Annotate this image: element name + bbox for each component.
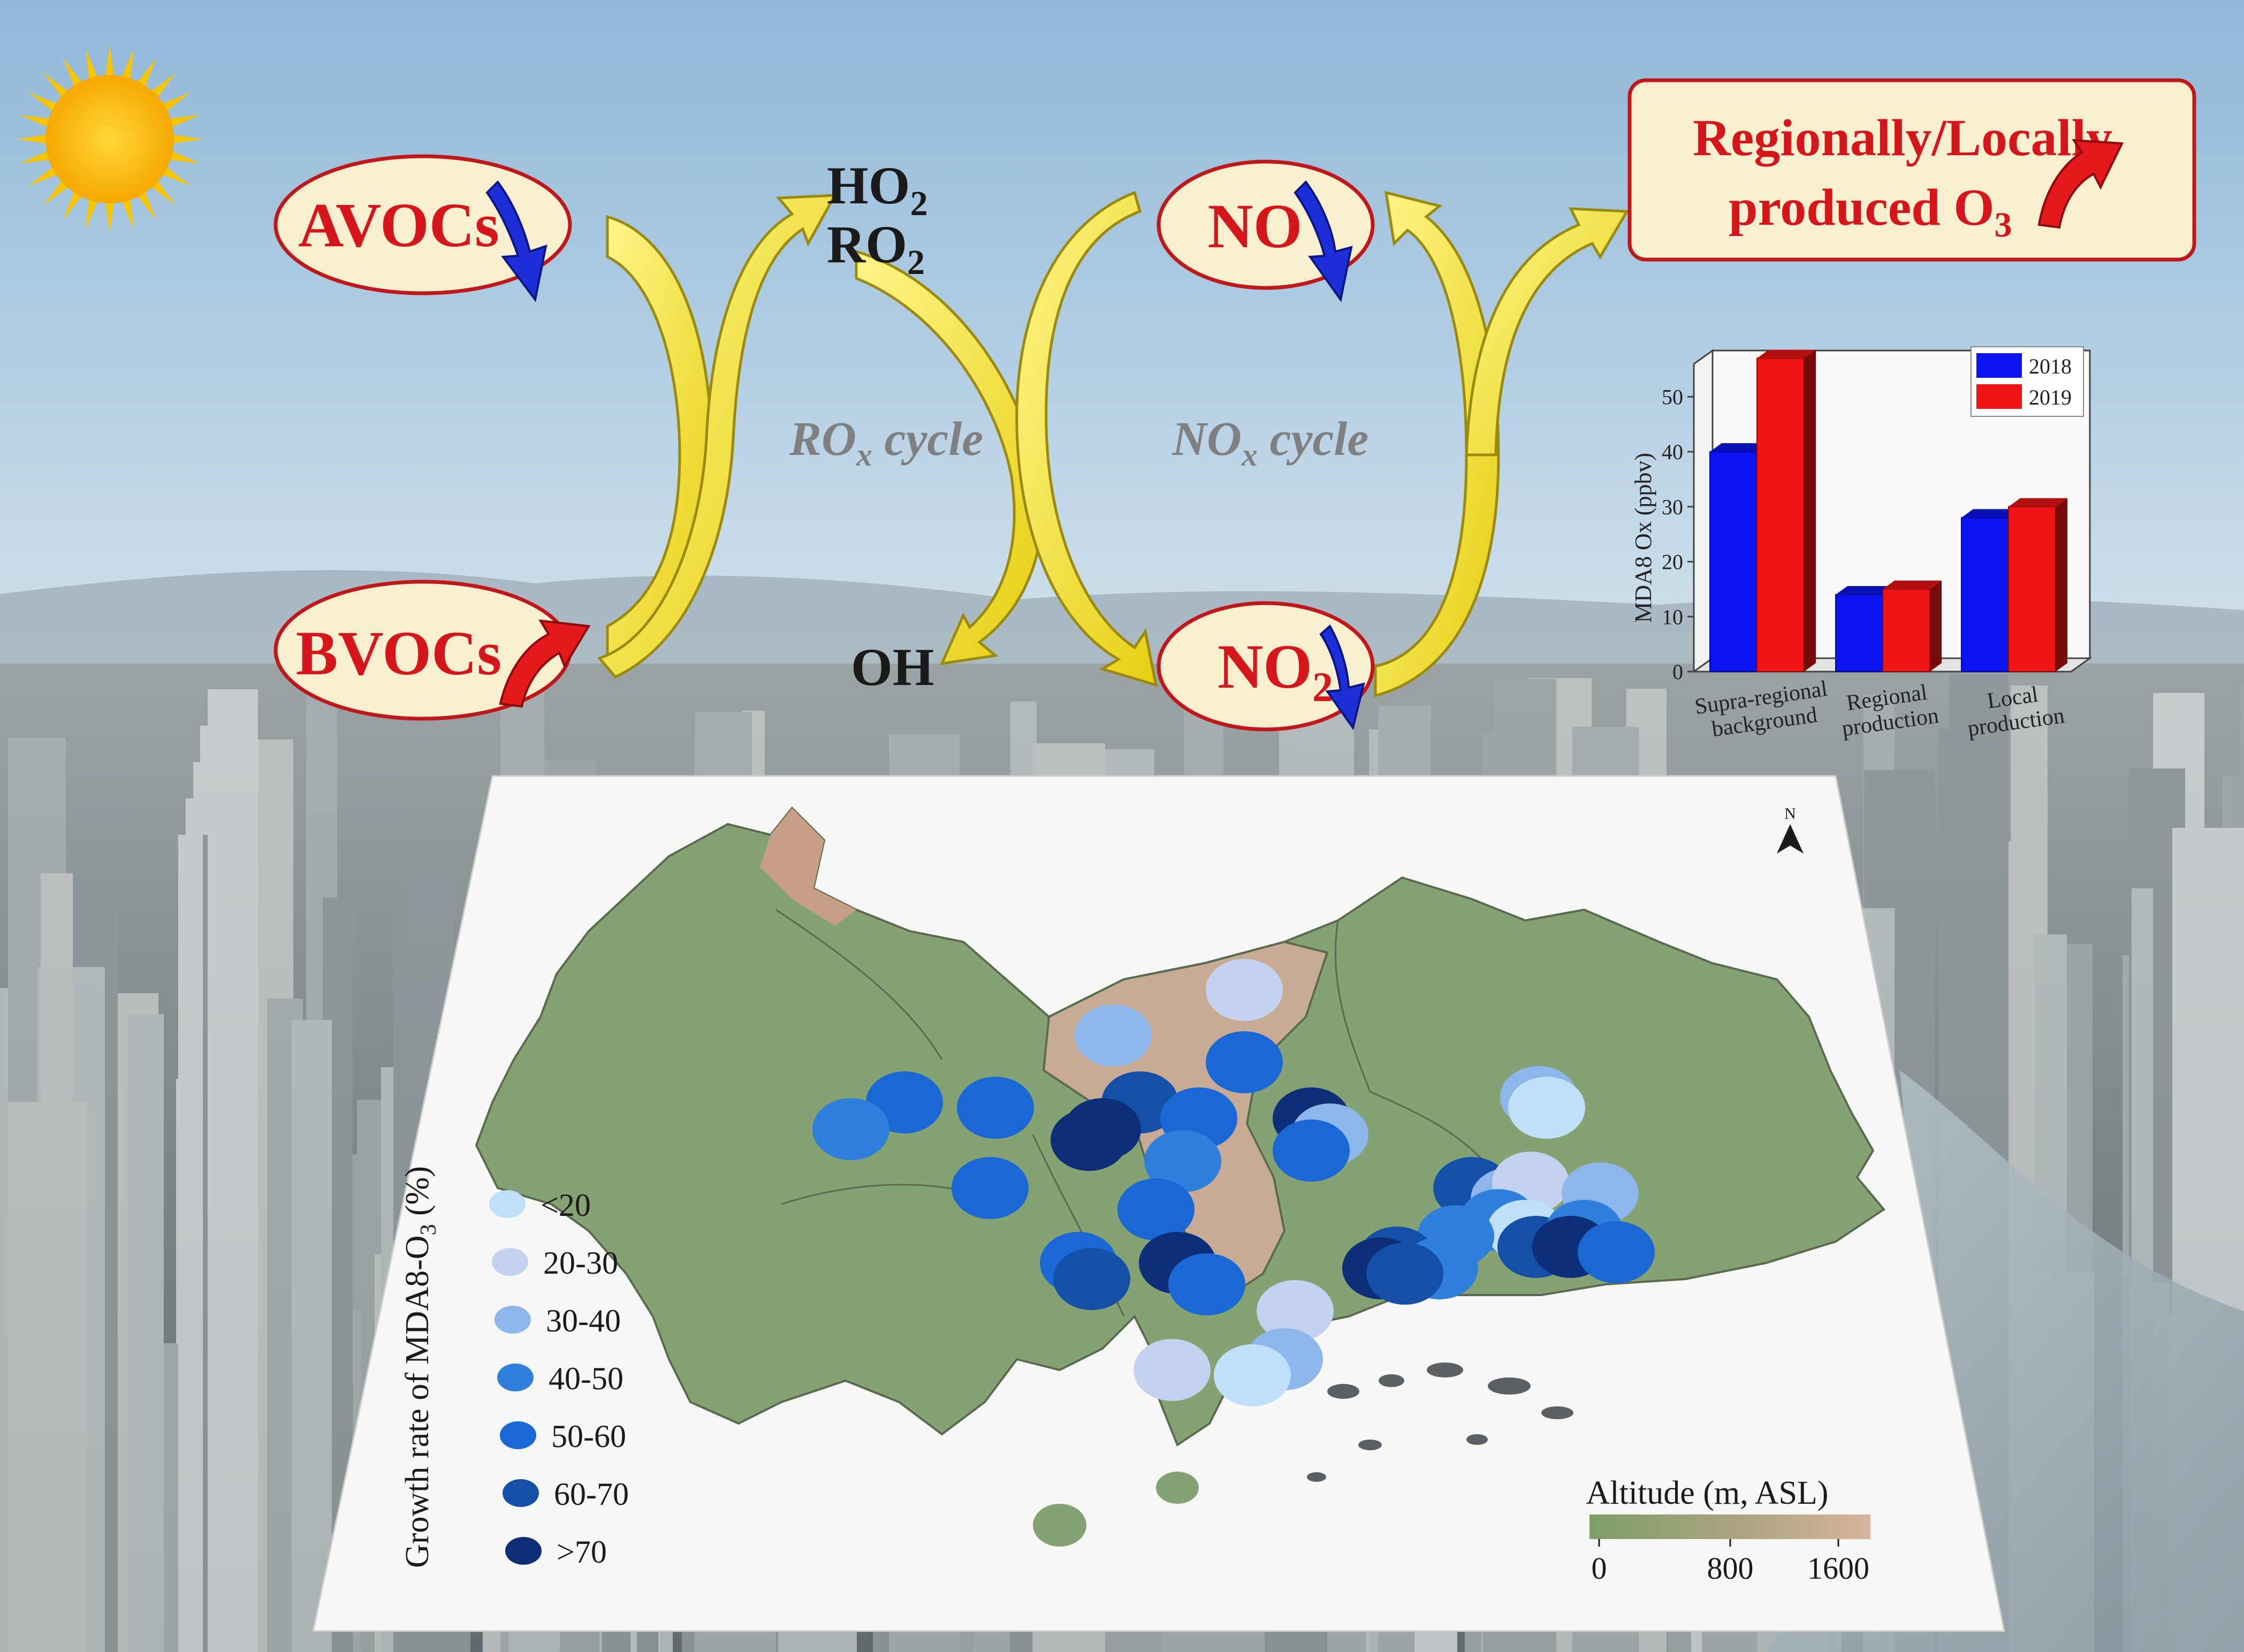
ozone-box: Regionally/Locally produced O3: [1627, 78, 2196, 262]
no2-label: NO2: [1218, 631, 1333, 710]
legend-swatch: [492, 1248, 528, 1276]
legend-swatch: [1976, 353, 2022, 378]
oh-label: OH: [851, 637, 934, 697]
growth-legend-label: 30-40: [546, 1303, 621, 1338]
islands: [1033, 1362, 1573, 1547]
site-marker: [1168, 1253, 1245, 1315]
altitude-tick-label: 800: [1707, 1551, 1754, 1586]
north-arrow-icon: N: [1777, 805, 1804, 854]
trend-down-arrow-icon: [1319, 624, 1365, 730]
trend-up-arrow-icon: [2037, 139, 2124, 229]
y-tick-label: 10: [1662, 605, 1683, 629]
site-marker: [1366, 1243, 1443, 1305]
site-marker: [1508, 1077, 1585, 1139]
site-marker: [1214, 1344, 1291, 1406]
site-marker: [812, 1098, 889, 1160]
site-marker: [1134, 1339, 1211, 1401]
legend-swatch: [500, 1421, 536, 1449]
growth-legend: <20 20-30 30-40 40-50 50-60 60-70 >70: [489, 1187, 629, 1570]
y-tick-label: 0: [1672, 660, 1683, 684]
trend-down-arrow-icon: [485, 180, 547, 302]
legend-swatch: [489, 1190, 526, 1218]
legend-swatch: [503, 1479, 539, 1507]
ozone-line2: produced O3: [1729, 179, 2012, 245]
legend-swatch: [495, 1306, 531, 1334]
no-node: NO: [1157, 159, 1375, 302]
site-marker: [1257, 1280, 1334, 1342]
y-tick-label: 50: [1662, 385, 1683, 409]
no2-node: NO2: [1157, 601, 1375, 732]
altitude-colorbar: [1589, 1514, 1870, 1539]
growth-legend-label: 50-60: [551, 1419, 626, 1454]
ho2-ro2-label: HO2 RO2: [827, 156, 928, 282]
legend-swatch: [497, 1364, 534, 1391]
growth-legend-label: <20: [541, 1187, 591, 1223]
altitude-legend: Altitude (m, ASL) 0 800 1600: [1586, 1475, 1870, 1586]
nox-cycle-label: NOx cycle: [1172, 413, 1368, 473]
growth-legend-label: 20-30: [543, 1245, 618, 1281]
site-marker: [1051, 1109, 1128, 1171]
site-marker: [1578, 1221, 1655, 1283]
site-marker: [1206, 1031, 1283, 1093]
growth-legend-label: 60-70: [554, 1476, 629, 1512]
legend-swatch: [1976, 384, 2022, 409]
y-axis-label: MDA8 Ox (ppbv): [1630, 453, 1656, 623]
rox-cycle-label: ROx cycle: [789, 413, 983, 473]
avocs-label: AVOCs: [298, 190, 499, 260]
cycle-arrows: [597, 191, 1630, 698]
bvocs-node: BVOCs: [273, 580, 591, 721]
site-marker: [957, 1077, 1034, 1139]
site-marker: [1075, 1004, 1152, 1067]
y-tick-label: 20: [1662, 550, 1683, 574]
legend-label: 2019: [2029, 385, 2072, 409]
monitoring-site-markers: [812, 959, 1655, 1406]
avocs-node: AVOCs: [273, 154, 572, 302]
growth-legend-label: >70: [557, 1534, 607, 1570]
growth-legend-label: 40-50: [549, 1361, 623, 1396]
bar: [1882, 580, 1942, 672]
site-marker: [1117, 1178, 1195, 1240]
bvocs-label: BVOCs: [296, 618, 501, 688]
site-marker: [1206, 959, 1283, 1021]
map-panel: N Growth rate of MDA8-O3 (%) <20 20-30 30-…: [312, 775, 2005, 1632]
y-tick-label: 40: [1662, 440, 1683, 464]
legend-label: 2018: [2029, 354, 2072, 378]
site-marker: [1053, 1248, 1130, 1310]
y-axis-ticks: 0 10 20 30 40 50: [1662, 385, 1694, 684]
y-tick-label: 30: [1662, 495, 1683, 519]
altitude-tick-label: 0: [1592, 1551, 1607, 1586]
site-marker: [1273, 1120, 1350, 1182]
altitude-legend-title: Altitude (m, ASL): [1586, 1475, 1829, 1511]
trend-down-arrow-icon: [1294, 180, 1353, 302]
ozone-line1: Regionally/Locally: [1693, 109, 2112, 167]
chart-legend: 2018 2019: [1971, 346, 2084, 417]
svg-text:N: N: [1784, 805, 1796, 823]
svg-text:RO2: RO2: [827, 215, 925, 282]
svg-text:HO2: HO2: [827, 156, 928, 223]
site-marker: [952, 1157, 1029, 1219]
bar: [1756, 349, 1816, 672]
bar: [2008, 498, 2067, 672]
legend-swatch: [505, 1537, 542, 1565]
site-marker: [1144, 1130, 1221, 1192]
sun-icon: [16, 45, 203, 233]
trend-up-arrow-icon: [499, 619, 591, 708]
no-label: NO: [1208, 191, 1303, 261]
altitude-tick-label: 1600: [1807, 1551, 1869, 1586]
chart-bars: [1709, 349, 2067, 672]
growth-legend-title: Growth rate of MDA8-O3 (%): [399, 1166, 441, 1568]
